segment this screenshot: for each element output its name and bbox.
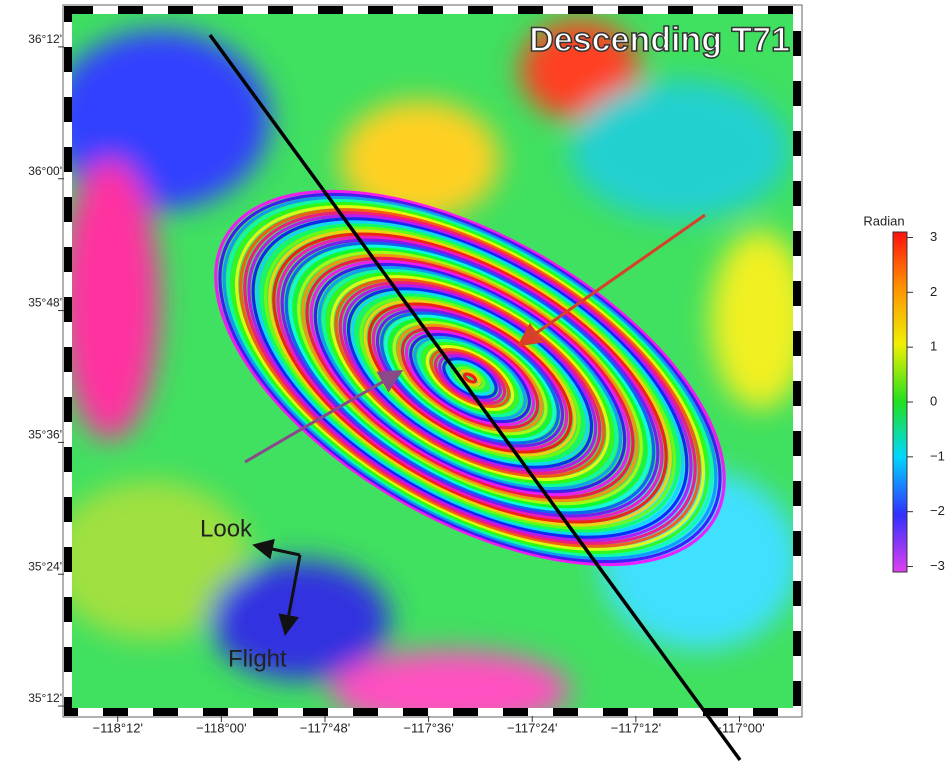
lon-tick-label: −118°12' (93, 720, 143, 735)
interferogram (50, 10, 810, 730)
colorbar-tick-label: 2 (930, 284, 937, 299)
lon-tick-label: −117°36' (403, 720, 453, 735)
flight-label: Flight (228, 645, 287, 672)
lat-tick-label: 35°48' (28, 296, 62, 310)
map-figure: Look Flight Descending T71 Radian −118°1… (0, 0, 949, 766)
lat-tick-label: 35°36' (28, 428, 62, 442)
map-title: Descending T71 (529, 21, 790, 59)
lon-tick-label: −117°12' (611, 720, 661, 735)
colorbar-tick-label: −1 (930, 448, 945, 463)
colorbar-tick-label: 0 (930, 393, 937, 408)
lon-tick-label: −117°24' (507, 720, 557, 735)
lat-tick-label: 36°00' (28, 164, 62, 178)
look-label: Look (200, 515, 253, 542)
colorbar-tick-label: 1 (930, 339, 937, 354)
lon-tick-label: −117°00' (714, 720, 764, 735)
colorbar (893, 232, 907, 572)
lat-tick-label: 36°12' (28, 32, 62, 46)
lon-tick-label: −117°48' (300, 720, 350, 735)
colorbar-tick-label: −3 (930, 558, 945, 573)
lat-tick-label: 35°12' (28, 691, 62, 705)
colorbar-tick-label: 3 (930, 229, 937, 244)
colorbar-label: Radian (863, 213, 904, 228)
lat-tick-label: 35°24' (28, 559, 62, 573)
lon-tick-label: −118°00' (196, 720, 246, 735)
colorbar-tick-label: −2 (930, 503, 945, 518)
